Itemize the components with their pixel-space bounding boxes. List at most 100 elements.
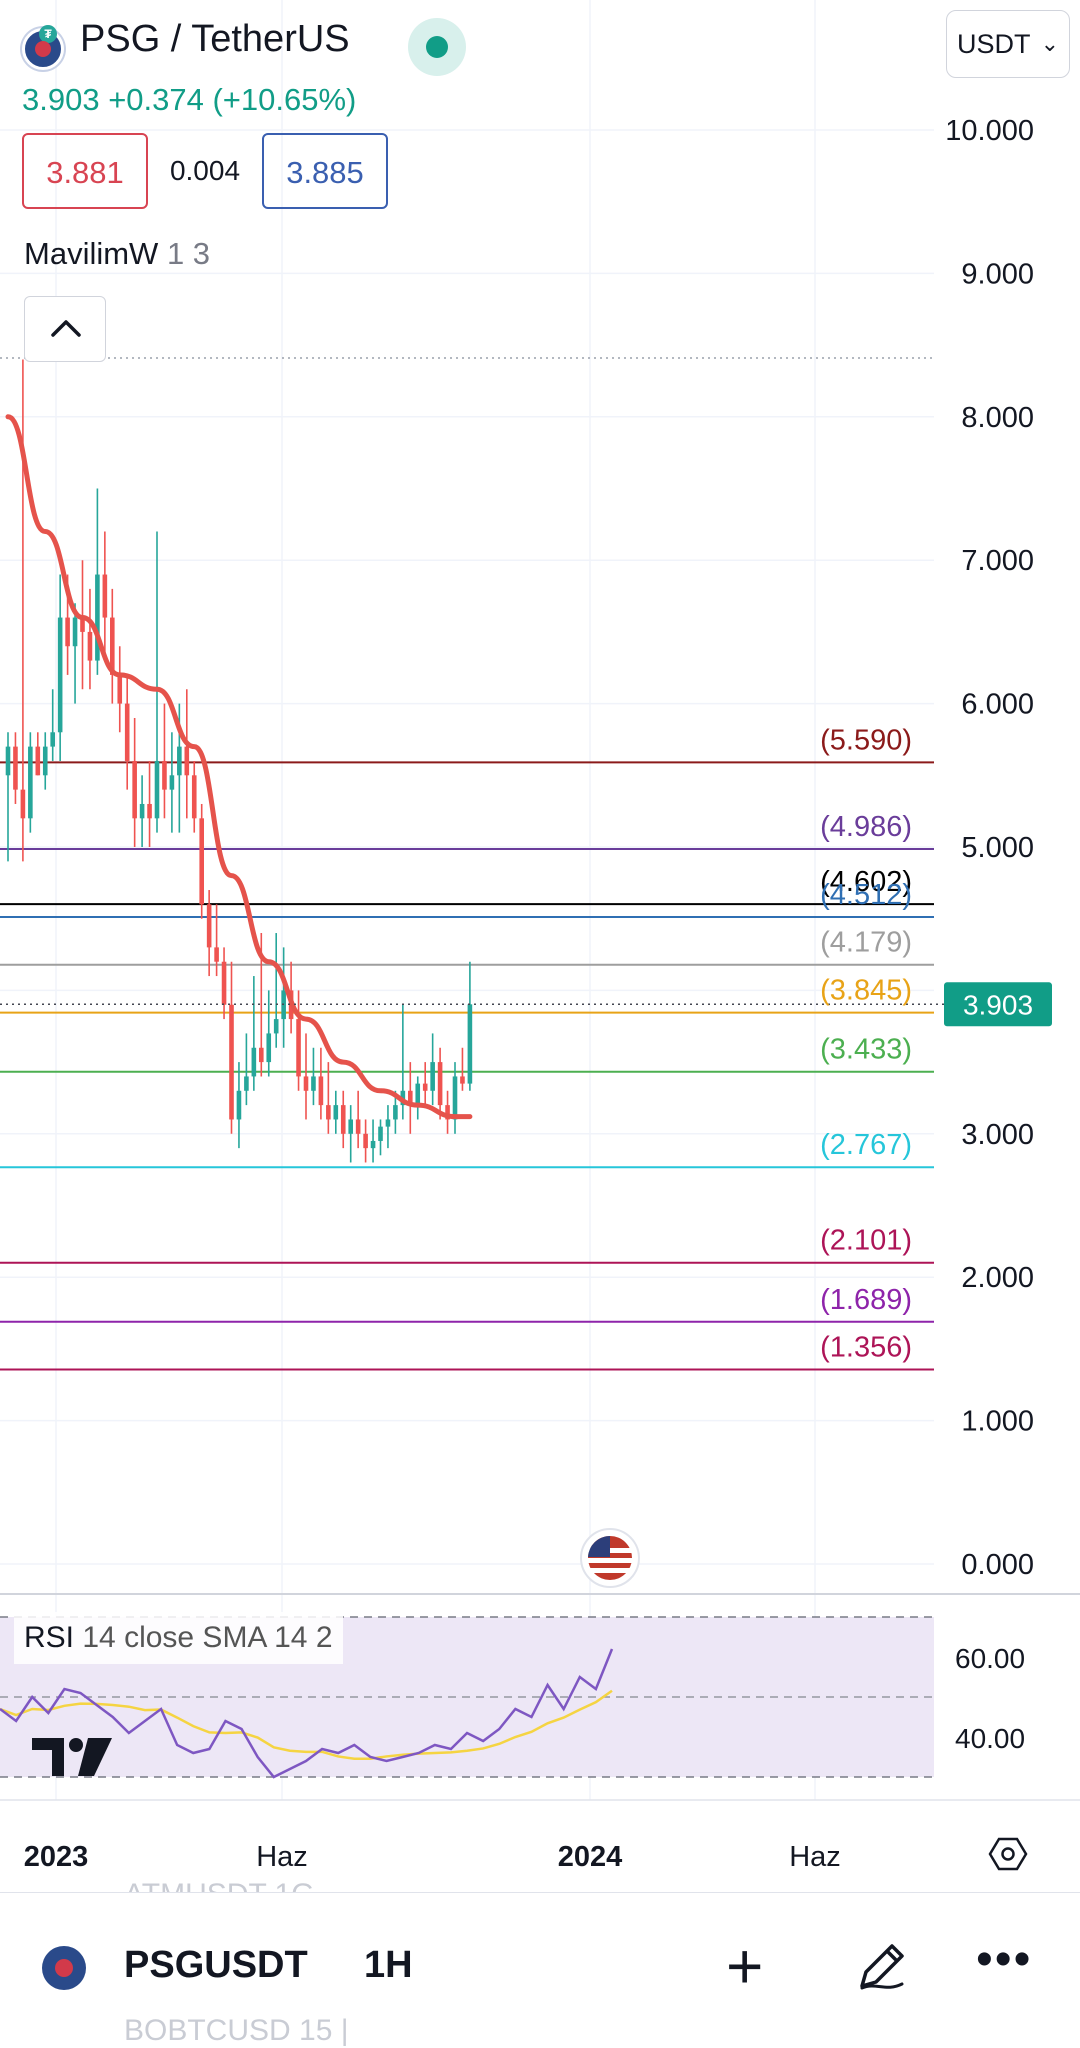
more-icon[interactable]: ••• <box>976 1933 1033 1986</box>
symbol-title[interactable]: PSG / TetherUS <box>80 18 350 60</box>
market-open-dot <box>426 36 448 58</box>
candle <box>35 732 41 776</box>
last-price-change: 3.903 +0.374 (+10.65%) <box>22 82 357 117</box>
price-tick-label: 9.000 <box>961 258 1034 290</box>
candle <box>42 732 48 790</box>
candle <box>110 588 115 704</box>
price-tick-label: 1.000 <box>961 1406 1034 1438</box>
price-tick-label: 7.000 <box>961 545 1034 577</box>
candle <box>415 1076 421 1120</box>
currency-value: USDT <box>957 29 1031 59</box>
candle <box>95 488 100 675</box>
candle <box>273 933 279 1048</box>
tether-badge-icon: ₮ <box>39 25 57 43</box>
price-axis: 10.000 9.000 8.000 7.000 6.000 5.000 3.000 2.00… <box>945 115 1034 1581</box>
rsi-tick-40: 40.00 <box>955 1723 1025 1754</box>
fib-level-labels: (5.590) (4.986) (4.602)(4.512) (4.179) (3.84… <box>820 724 912 1363</box>
candles <box>5 359 473 1163</box>
fib-level-label: (5.590) <box>820 724 912 756</box>
indicator-legend[interactable]: MavilimW 1 3 <box>24 236 210 272</box>
chevron-up-icon <box>51 320 81 337</box>
rsi-name: RSI <box>24 1621 75 1654</box>
candle <box>28 732 33 833</box>
time-label-2024: 2024 <box>558 1841 623 1873</box>
collapse-legend-button[interactable] <box>24 296 106 362</box>
fib-level-label: (4.986) <box>820 811 912 843</box>
fib-levels <box>0 761 934 1371</box>
price-tick-label: 6.000 <box>961 689 1034 721</box>
current-price-label: 3.903 <box>963 989 1033 1020</box>
price-tick-label: 8.000 <box>961 402 1034 434</box>
candle <box>13 732 18 804</box>
candle <box>124 674 130 790</box>
market-status-icon[interactable] <box>408 18 466 76</box>
candle <box>408 1062 413 1134</box>
candle <box>370 1119 376 1163</box>
symbol-selector[interactable]: PSGUSDT <box>124 1944 308 1986</box>
price-chart[interactable]: (5.590) (4.986) (4.602)(4.512) (4.179) (3.84… <box>0 0 1080 1892</box>
candle <box>139 775 145 847</box>
add-icon[interactable]: + <box>726 1930 764 2002</box>
candle <box>117 646 123 733</box>
time-label-haz-2: Haz <box>789 1841 841 1873</box>
fib-level-label: (1.356) <box>820 1332 912 1364</box>
candle <box>422 1062 428 1106</box>
candle <box>445 1090 450 1134</box>
spread-value: 0.004 <box>169 155 241 186</box>
chart-settings-icon[interactable] <box>988 1837 1028 1871</box>
price-tick-label: 0.000 <box>961 1549 1034 1581</box>
price-tick-label: 5.000 <box>961 832 1034 864</box>
candle <box>87 588 93 690</box>
timeframe-selector[interactable]: 1H <box>364 1944 413 1986</box>
rsi-legend[interactable]: RSI 14 close SMA 14 2 <box>14 1612 343 1664</box>
candle <box>147 760 152 847</box>
indicator-params: 1 3 <box>166 236 211 271</box>
chevron-down-icon: ⌄ <box>1040 31 1059 56</box>
candle <box>318 1047 324 1120</box>
candle <box>430 1033 435 1106</box>
rsi-ma-line <box>0 1689 613 1760</box>
candle <box>348 1105 353 1163</box>
fib-level-label: (4.512) <box>820 879 912 911</box>
candle <box>132 717 137 847</box>
time-label-haz-1: Haz <box>256 1841 308 1873</box>
candle <box>191 760 197 833</box>
candle <box>50 689 55 761</box>
us-flag-icon[interactable] <box>580 1528 640 1588</box>
candle <box>169 732 175 833</box>
candle <box>162 703 167 819</box>
candle <box>251 976 257 1091</box>
current-price-badge <box>944 982 1052 1027</box>
candle <box>5 732 11 862</box>
candle <box>437 1047 443 1120</box>
candle <box>333 1090 339 1134</box>
fib-level-label: (1.689) <box>820 1284 912 1316</box>
candle <box>199 803 204 919</box>
tradingview-logo-icon <box>32 1738 112 1776</box>
current-price-tag: 3.903 <box>944 982 1052 1027</box>
candle <box>355 1090 361 1149</box>
fib-level-label: (2.101) <box>820 1225 912 1257</box>
buy-button[interactable]: 3.885 <box>262 133 388 209</box>
candle <box>221 947 227 1020</box>
candle <box>244 1033 249 1106</box>
currency-select[interactable]: USDT ⌄ <box>946 10 1070 78</box>
psg-logo-icon: ₮ <box>22 25 64 70</box>
candle <box>467 961 473 1091</box>
candle <box>340 1090 346 1149</box>
rsi-line <box>0 1648 614 1779</box>
candle <box>229 961 234 1134</box>
price-tick-label: 2.000 <box>961 1262 1034 1294</box>
candle <box>72 603 78 704</box>
candle <box>303 1033 309 1120</box>
rsi-params: 14 close SMA 14 2 <box>82 1621 333 1654</box>
candle <box>236 1062 242 1149</box>
candle <box>80 560 85 690</box>
candle <box>385 1105 391 1149</box>
candle <box>311 1047 316 1106</box>
fib-level-label: (3.433) <box>820 1034 912 1066</box>
candle <box>206 890 212 977</box>
sell-button[interactable]: 3.881 <box>22 133 148 209</box>
mavilim-line <box>5 414 473 1120</box>
drawing-tools-icon[interactable] <box>852 1936 912 1996</box>
